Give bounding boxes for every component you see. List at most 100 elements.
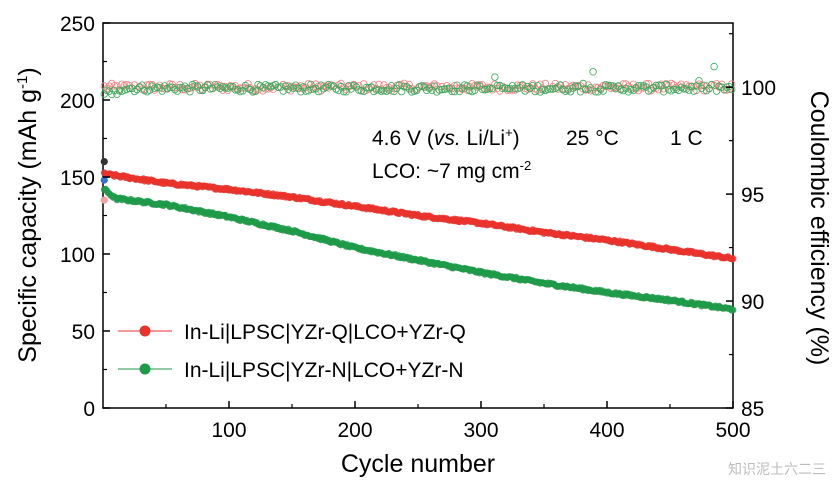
ce-point: [385, 86, 393, 94]
annotation-rate: 1 C: [670, 127, 703, 150]
ce-point: [586, 83, 595, 92]
ce-point: [657, 81, 665, 90]
ce-point: [423, 86, 431, 95]
ce-point: [100, 82, 108, 90]
ce-point: [438, 85, 446, 94]
capacity-point: [729, 255, 737, 263]
ce-point: [201, 83, 209, 91]
ce-point: [337, 79, 345, 88]
ce-point: [322, 83, 330, 91]
ce-point: [521, 87, 529, 95]
ce-point: [612, 84, 620, 93]
ce-point: [181, 82, 189, 90]
ce-point: [632, 83, 640, 92]
ce-point: [216, 84, 224, 93]
annotation-temperature: 25 °C: [566, 127, 619, 150]
ce-point: [486, 84, 494, 92]
ce-point: [604, 81, 612, 90]
ce-point: [637, 81, 645, 90]
ce-point: [685, 82, 693, 91]
ce-point: [186, 87, 194, 96]
y-left-label-main: Specific capacity (mAh g: [14, 89, 42, 363]
ce-point: [644, 87, 653, 95]
ce-point: [153, 83, 161, 91]
ce-point: [506, 84, 514, 93]
ce-point: [108, 79, 116, 88]
ce-point: [503, 86, 512, 94]
ce-point: [660, 88, 668, 96]
ce-point: [143, 87, 151, 96]
ce-point: [649, 83, 658, 92]
ce-point: [592, 83, 600, 91]
series-layer: [100, 62, 737, 314]
ce-point: [166, 83, 174, 91]
ce-point: [498, 84, 507, 93]
y-right-tick-label: 95: [741, 184, 764, 207]
ce-point: [622, 80, 630, 88]
x-tick-label: 400: [589, 419, 624, 442]
ce-point: [435, 86, 444, 94]
ce-point: [110, 86, 118, 95]
ce-point: [372, 86, 381, 94]
ce-point: [130, 87, 139, 96]
ce-point: [113, 82, 121, 90]
ce-point: [390, 87, 398, 95]
ce-point: [191, 82, 199, 90]
ce-point: [405, 80, 413, 89]
capacity-series-0: [100, 169, 737, 263]
ce-point: [637, 84, 645, 92]
watermark: 知识泥土六二三: [728, 461, 826, 478]
ce-point: [105, 82, 113, 90]
ce-point: [652, 81, 660, 90]
ce-point: [705, 84, 713, 93]
y-right-axis-label: Coulombic efficiency (%): [805, 91, 833, 366]
ce-point: [279, 87, 287, 95]
y-left-tick-label: 100: [60, 244, 95, 267]
annotation-reference: Li/Li: [461, 127, 505, 150]
capacity-point: [729, 306, 737, 314]
ce-point: [642, 83, 650, 91]
ce-point: [695, 76, 703, 85]
ce-point: [256, 82, 265, 90]
ce-point: [334, 86, 343, 94]
ce-point: [410, 87, 418, 95]
ce-point: [108, 90, 116, 99]
ce-point: [433, 82, 441, 90]
ce-point: [133, 85, 141, 94]
annotation-loading-superscript: -2: [520, 158, 532, 173]
ce-point: [269, 85, 277, 93]
ce-point: [211, 80, 219, 89]
ce-point: [680, 85, 688, 93]
x-tick-label: 500: [715, 419, 750, 442]
ce-point: [544, 85, 552, 93]
ce-point: [145, 86, 154, 94]
ce-point: [707, 80, 716, 89]
ce-point: [556, 81, 565, 89]
ce-point: [428, 86, 436, 94]
ce-point: [340, 87, 348, 96]
ce-point: [493, 84, 502, 92]
ce-point: [718, 83, 726, 91]
ce-point: [413, 86, 421, 95]
ce-point: [642, 80, 650, 88]
ce-point: [450, 87, 459, 96]
condition-annotation-line2: LCO: ~7 mg cm-2: [372, 158, 531, 183]
annotation-reference-superscript: +: [505, 125, 513, 140]
ce-point: [468, 79, 476, 88]
ce-point: [571, 82, 580, 90]
ce-point: [284, 85, 292, 93]
ce-point: [304, 87, 313, 95]
ce-point: [518, 81, 527, 89]
legend-label-red: In-Li|LPSC|YZr-Q|LCO+YZr-Q: [184, 321, 466, 344]
ce-point: [589, 68, 597, 76]
y-left-label-superscript: -1: [14, 76, 31, 89]
ce-point: [448, 87, 456, 96]
ce-point: [670, 85, 678, 94]
y-left-tick-label: 200: [60, 90, 95, 113]
ce-point: [115, 87, 124, 95]
ce-point: [597, 85, 605, 94]
ce-point: [312, 80, 320, 88]
ce-point: [360, 80, 368, 88]
first-cycle-point: [100, 158, 108, 166]
